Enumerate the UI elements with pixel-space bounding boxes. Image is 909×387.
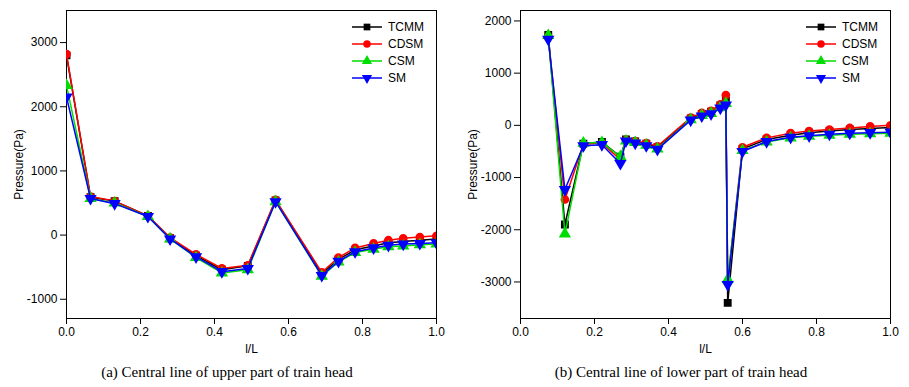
svg-text:0: 0 bbox=[505, 118, 512, 132]
svg-text:-1000: -1000 bbox=[481, 170, 512, 184]
svg-text:0.0: 0.0 bbox=[58, 325, 75, 339]
svg-text:0.6: 0.6 bbox=[734, 325, 751, 339]
html-text:TCMM: TCMM bbox=[388, 19, 424, 34]
svg-text:l/L: l/L bbox=[245, 342, 258, 356]
svg-text:0.0: 0.0 bbox=[512, 325, 529, 339]
svg-text:1000: 1000 bbox=[31, 164, 58, 178]
svg-text:0: 0 bbox=[51, 228, 58, 242]
svg-text:0.6: 0.6 bbox=[280, 325, 297, 339]
svg-text:1.0: 1.0 bbox=[882, 325, 899, 339]
html-text:CDSM: CDSM bbox=[388, 36, 424, 51]
html-text:(b) Central line of lower part: (b) Central line of lower part of train … bbox=[554, 364, 808, 380]
svg-text:0.2: 0.2 bbox=[586, 325, 603, 339]
svg-text:1.0: 1.0 bbox=[428, 325, 445, 339]
svg-text:-2000: -2000 bbox=[481, 223, 512, 237]
svg-text:0.8: 0.8 bbox=[808, 325, 825, 339]
html-text:SM: SM bbox=[388, 70, 406, 85]
html-text:CSM: CSM bbox=[842, 53, 869, 68]
html-text:CSM: CSM bbox=[388, 53, 415, 68]
html-text:SM: SM bbox=[842, 70, 860, 85]
svg-text:0.2: 0.2 bbox=[132, 325, 149, 339]
svg-text:2000: 2000 bbox=[485, 14, 512, 28]
svg-text:0.4: 0.4 bbox=[206, 325, 223, 339]
html-text:TCMM: TCMM bbox=[842, 19, 878, 34]
html-text:CDSM: CDSM bbox=[842, 36, 878, 51]
svg-text:2000: 2000 bbox=[31, 100, 58, 114]
svg-text:1000: 1000 bbox=[485, 66, 512, 80]
html-text:(a) Central line of upper part: (a) Central line of upper part of train … bbox=[101, 364, 353, 380]
svg-text:Pressure(Pa): Pressure(Pa) bbox=[466, 129, 480, 200]
svg-text:3000: 3000 bbox=[31, 35, 58, 49]
svg-text:-1000: -1000 bbox=[27, 292, 58, 306]
svg-text:-3000: -3000 bbox=[481, 275, 512, 289]
svg-text:0.8: 0.8 bbox=[354, 325, 371, 339]
svg-text:0.4: 0.4 bbox=[660, 325, 677, 339]
svg-text:l/L: l/L bbox=[699, 342, 712, 356]
svg-text:Pressure(Pa): Pressure(Pa) bbox=[12, 129, 26, 200]
